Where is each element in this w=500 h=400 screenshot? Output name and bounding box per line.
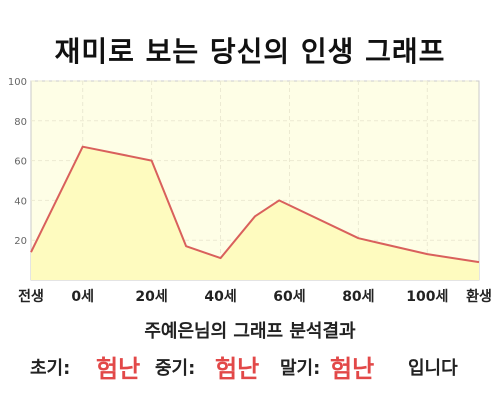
area-series [30, 145, 480, 280]
x-tick-label: 60세 [273, 289, 305, 305]
x-tick-label: 80세 [342, 289, 374, 305]
chart-title: 재미로 보는 당신의 인생 그래프 [54, 35, 446, 68]
late-value: 험난 [330, 355, 375, 383]
y-tick-label: 20 [14, 236, 27, 247]
mid-label: 중기: [155, 358, 196, 379]
x-axis-ticks: 전생 0세 20세 40세 60세 80세 100세 환생 [18, 288, 492, 305]
result-suffix: 입니다 [408, 358, 458, 379]
x-tick-label: 20세 [135, 289, 167, 305]
y-axis-ticks: 20 40 60 80 100 [8, 77, 27, 247]
y-tick-label: 100 [8, 77, 27, 88]
result-heading: 주예은님의 그래프 분석결과 [144, 321, 356, 342]
x-tick-label: 환생 [466, 288, 492, 305]
x-tick-label: 40세 [204, 289, 236, 305]
x-tick-label: 전생 [18, 288, 44, 305]
series-line [30, 145, 480, 264]
early-label: 초기: [30, 358, 71, 379]
early-value: 험난 [96, 355, 141, 383]
late-label: 말기: [280, 358, 321, 379]
y-tick-label: 40 [14, 196, 27, 207]
area-fill [31, 146, 479, 280]
x-tick-label: 0세 [71, 289, 94, 305]
x-tick-label: 100세 [406, 289, 448, 305]
y-tick-label: 80 [14, 117, 27, 128]
mid-value: 험난 [215, 355, 260, 383]
y-tick-label: 60 [14, 157, 27, 168]
